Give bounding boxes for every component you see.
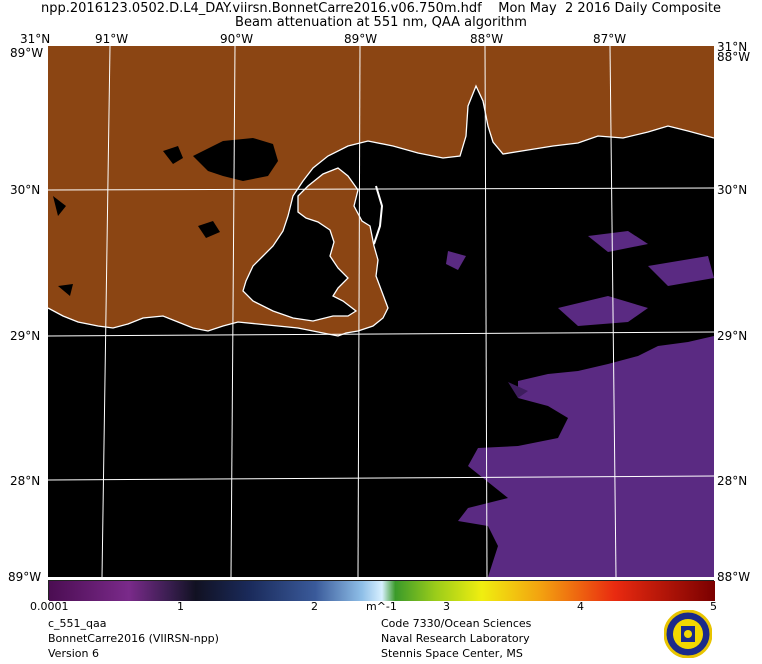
lat-label-30n-left: 30°N [10,183,41,197]
lat-label-28n-right: 28°N [717,474,748,488]
land-mass [48,46,714,336]
graticule [48,46,714,577]
chandeleur-islands [373,185,384,245]
colorbar-tick-5: 5 [710,600,717,613]
colorbar-unit: m^-1 [366,600,397,613]
header-subtitle: Beam attenuation at 551 nm, QAA algorith… [235,15,527,30]
lake-small-1 [198,221,220,238]
corner-label-top-right-lon: 88°W [717,50,751,64]
lat-label-28n-left: 28°N [10,474,41,488]
colorbar-tick-1: 1 [177,600,184,613]
colorbar-tick-4: 4 [577,600,584,613]
nrl-seal-logo [663,609,713,659]
colorbar-min-label: 0.0001 [30,600,69,613]
header-title: npp.2016123.0502.D.L4_DAY.viirsn.BonnetC… [41,1,721,16]
plume-patch-3 [648,256,714,286]
lat-label-29n-right: 29°N [717,329,748,343]
plume-patch-2 [588,231,648,252]
footer-org-name: Naval Research Laboratory [381,632,530,645]
corner-label-top-right: 31°N [717,40,748,54]
footer-dataset-name: BonnetCarre2016 (VIIRSN-npp) [48,632,219,645]
lon-label-87w: 87°W [593,32,627,46]
lat-label-30n-right: 30°N [717,183,748,197]
lake-small-3 [58,284,73,296]
colorbar-gradient [49,581,715,601]
lon-label-91w: 91°W [95,32,129,46]
lon-label-89w: 89°W [344,32,378,46]
satellite-map [48,46,714,577]
coastline [48,84,714,337]
lake-pontchartrain [193,138,278,181]
footer-org-location: Stennis Space Center, MS [381,647,523,660]
lake-small-2 [53,196,66,216]
plume-patch-4 [446,251,466,270]
corner-label-top-left: 31°N [20,32,51,46]
colorbar [48,580,715,601]
plume-fringe-1 [508,382,528,398]
colorbar-tick-3: 3 [443,600,450,613]
footer-org-code: Code 7330/Ocean Sciences [381,617,532,630]
footer-product-name: c_551_qaa [48,617,107,630]
plume-region-southeast [458,336,714,577]
lon-label-90w: 90°W [220,32,254,46]
corner-label-top-left-lon: 89°W [10,46,44,60]
colorbar-tick-2: 2 [311,600,318,613]
plume-patch-5 [558,296,648,326]
corner-label-bottom-left: 89°W [8,570,42,584]
footer-version: Version 6 [48,647,99,660]
corner-label-bottom-right: 88°W [717,570,751,584]
lon-label-88w: 88°W [470,32,504,46]
lat-label-29n-left: 29°N [10,329,41,343]
lake-maurepas [163,146,183,164]
